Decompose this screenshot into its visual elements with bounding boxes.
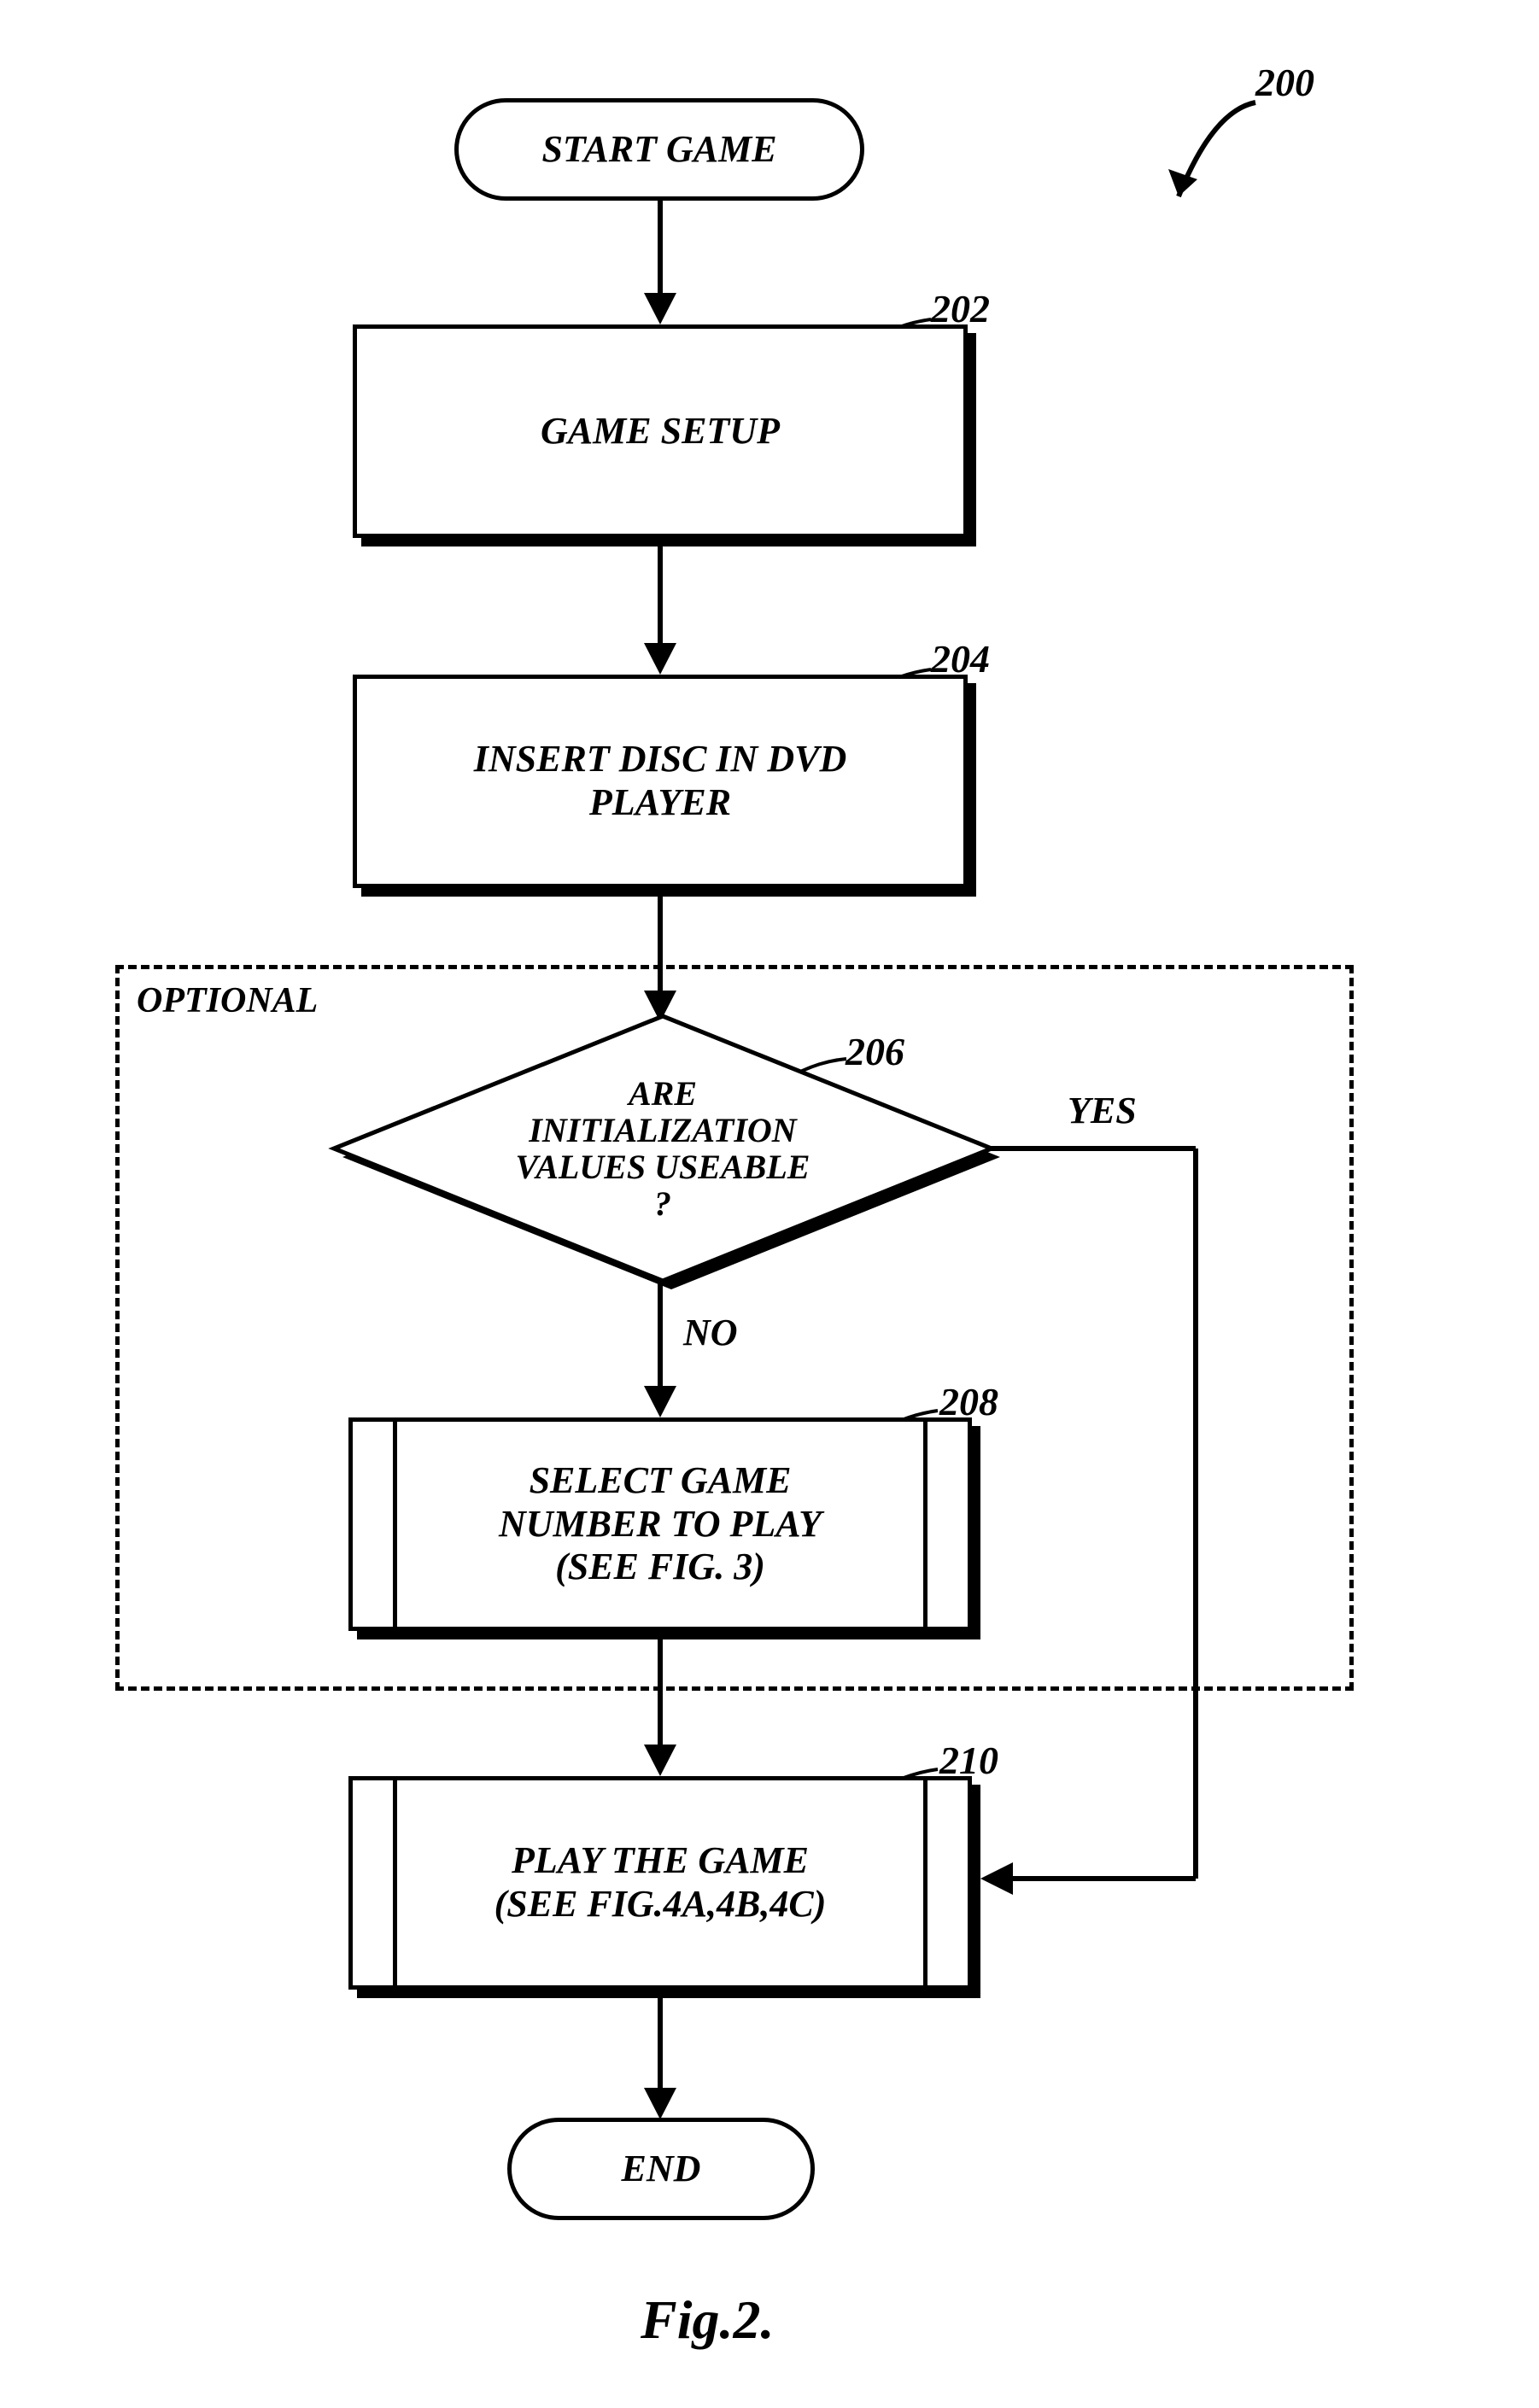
node-setup: GAME SETUP [353,324,968,538]
node-decision-label-wrap: ARE INITIALIZATION VALUES USEABLE ? [334,1016,992,1281]
flowchart-canvas: 200 START GAME 202 GAME SETUP 204 INSERT… [0,0,1539,2408]
node-insert: INSERT DISC IN DVD PLAYER [353,675,968,888]
node-start: START GAME [454,98,864,201]
node-select: SELECT GAME NUMBER TO PLAY (SEE FIG. 3) [348,1417,972,1631]
node-select-bar-l [393,1417,397,1631]
node-decision: ARE INITIALIZATION VALUES USEABLE ? [334,1016,992,1281]
node-play-bar-r [923,1776,927,1990]
figure-caption: Fig.2. [641,2288,774,2352]
arrow-select-play [632,1639,692,1780]
arrow-insert-decision [632,897,692,1025]
node-setup-label: GAME SETUP [541,410,780,453]
node-end-label: END [622,2148,701,2191]
node-insert-box: INSERT DISC IN DVD PLAYER [353,675,968,888]
arrow-setup-insert [632,546,692,679]
node-play-box: PLAY THE GAME (SEE FIG.4A,4B,4C) [348,1776,972,1990]
arrow-decision-no [632,1281,692,1422]
arrow-start-setup [632,201,692,329]
edge-label-yes: YES [1068,1089,1137,1132]
node-play: PLAY THE GAME (SEE FIG.4A,4B,4C) [348,1776,972,1990]
node-play-bar-l [393,1776,397,1990]
figure-ref-arrow [1136,85,1273,239]
node-select-bar-r [923,1417,927,1631]
node-decision-label: ARE INITIALIZATION VALUES USEABLE ? [516,1075,810,1223]
node-setup-box: GAME SETUP [353,324,968,538]
node-start-label: START GAME [541,128,776,172]
node-select-box: SELECT GAME NUMBER TO PLAY (SEE FIG. 3) [348,1417,972,1631]
node-select-label: SELECT GAME NUMBER TO PLAY (SEE FIG. 3) [499,1459,822,1589]
node-play-label: PLAY THE GAME (SEE FIG.4A,4B,4C) [494,1839,827,1926]
node-end: END [507,2118,815,2220]
optional-label: OPTIONAL [137,980,318,1021]
node-insert-label: INSERT DISC IN DVD PLAYER [474,738,846,824]
arrow-play-end [632,1998,692,2122]
arrow-decision-yes [974,1136,1247,1904]
